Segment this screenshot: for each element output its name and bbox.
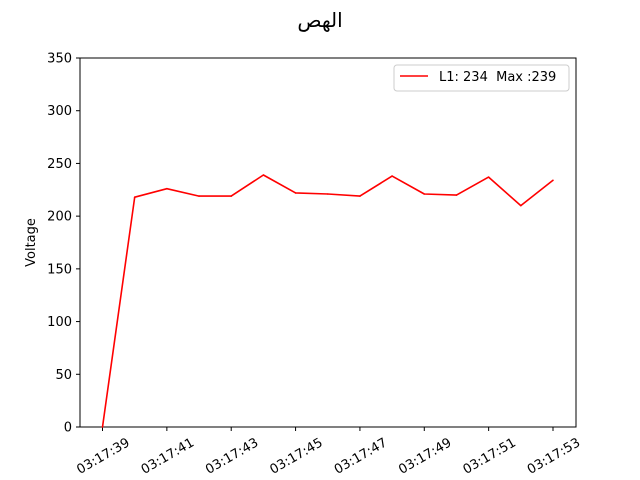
x-tick-label: 03:17:53 — [525, 435, 583, 477]
data-point — [423, 193, 426, 195]
legend: L1: 234 Max :239 — [393, 64, 570, 92]
data-point — [101, 426, 104, 428]
y-axis-label: Voltage — [24, 218, 39, 267]
x-tick-label: 03:17:43 — [203, 435, 261, 477]
y-tick-label: 300 — [47, 104, 72, 119]
chart-title: الهص — [297, 8, 342, 32]
legend-box — [393, 64, 570, 92]
x-tick-label: 03:17:51 — [461, 435, 519, 477]
series-layer — [101, 174, 554, 428]
data-point — [487, 176, 490, 178]
x-tick-label: 03:17:41 — [139, 435, 197, 477]
y-tick-label: 200 — [47, 210, 72, 225]
x-axis: 03:17:39 03:17:41 03:17:43 03:17:45 03:17:47… — [74, 427, 583, 478]
data-point — [520, 204, 522, 207]
data-point — [326, 193, 329, 195]
y-tick-label: 150 — [47, 262, 72, 277]
data-point — [391, 175, 393, 177]
data-point — [230, 195, 233, 197]
x-tick-label: 03:17:45 — [268, 435, 326, 477]
data-point — [166, 187, 168, 190]
x-tick-label: 03:17:47 — [332, 435, 390, 477]
data-point — [455, 194, 458, 196]
x-tick-label: 03:17:49 — [396, 435, 454, 477]
data-point — [359, 195, 361, 197]
series-line-0 — [101, 174, 554, 428]
y-tick-label: 250 — [47, 157, 72, 172]
y-tick-label: 100 — [47, 315, 72, 330]
y-tick-label: 350 — [47, 52, 72, 67]
data-point — [262, 174, 265, 176]
plot-area-frame — [79, 57, 577, 428]
data-point — [133, 196, 136, 198]
y-axis: 0 50 100 150 200 250 300 350 — [47, 52, 80, 436]
x-tick-label: 03:17:39 — [74, 435, 132, 477]
data-point — [294, 192, 297, 194]
data-point — [198, 195, 200, 197]
y-tick-label: 50 — [55, 368, 72, 383]
legend-label-l1: L1: 234 Max :239 — [439, 70, 556, 85]
y-tick-label: 0 — [64, 421, 72, 436]
data-point — [552, 179, 554, 182]
